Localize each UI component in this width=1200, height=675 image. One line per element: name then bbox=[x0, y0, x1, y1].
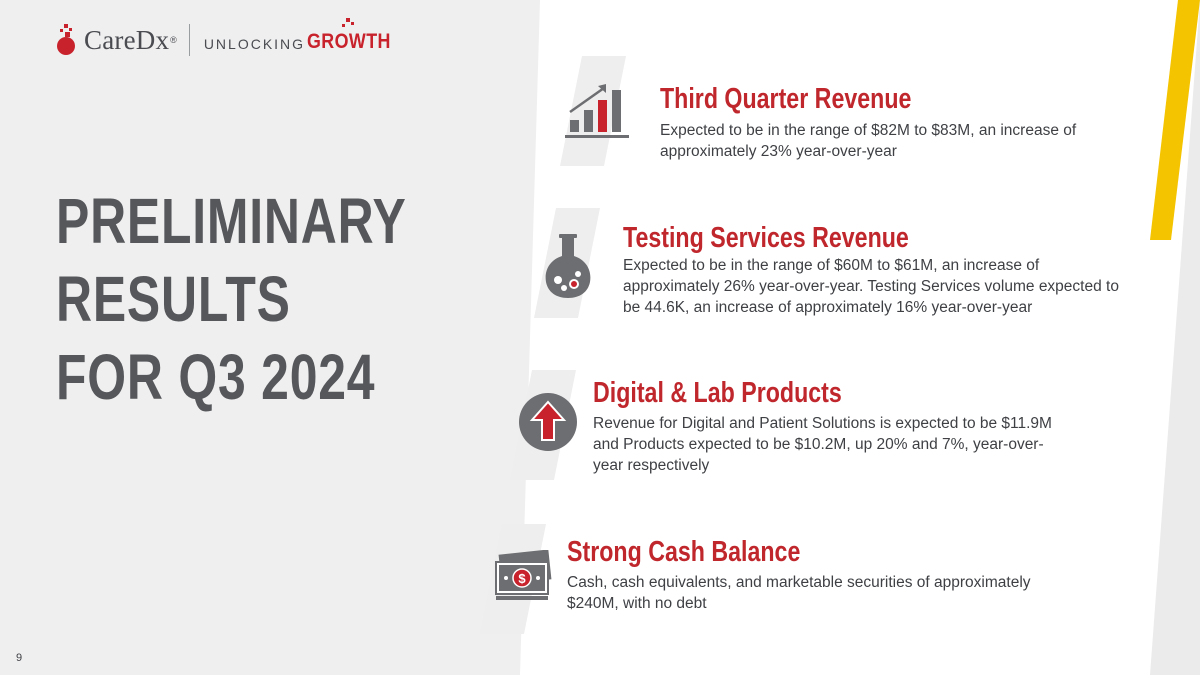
item-description: Expected to be in the range of $60M to $… bbox=[623, 257, 1119, 316]
page-title-line: RESULTS bbox=[56, 263, 291, 335]
logo-divider bbox=[188, 24, 190, 56]
page-number: 9 bbox=[16, 652, 23, 664]
caredx-logo-mark bbox=[57, 24, 75, 55]
item-title: Strong Cash Balance bbox=[567, 536, 801, 568]
item-description: Revenue for Digital and Patient Solution… bbox=[593, 415, 1052, 474]
item-title: Digital & Lab Products bbox=[593, 377, 842, 409]
company-logo: CareDx ® UNLOCKING GROWTH bbox=[56, 20, 406, 60]
up-arrow-circle-icon bbox=[519, 393, 577, 451]
bar-chart-growth-icon bbox=[565, 84, 629, 138]
lab-flask-icon bbox=[545, 234, 591, 298]
item-title: Testing Services Revenue bbox=[623, 222, 909, 254]
item-description: Expected to be in the range of $82M to $… bbox=[660, 122, 1077, 160]
page-title-line: FOR Q3 2024 bbox=[56, 341, 376, 413]
svg-text:$: $ bbox=[518, 571, 526, 586]
item-title: Third Quarter Revenue bbox=[660, 83, 912, 115]
logo-pixel-accent bbox=[342, 18, 354, 27]
brand-registered-mark: ® bbox=[170, 35, 177, 45]
tagline-unlocking: UNLOCKING bbox=[203, 36, 306, 52]
yellow-accent-stripe bbox=[1150, 0, 1200, 240]
page-title-line: PRELIMINARY bbox=[56, 185, 407, 257]
brand-name: CareDx bbox=[84, 24, 170, 55]
item-description: Cash, cash equivalents, and marketable s… bbox=[567, 574, 1031, 612]
cash-stack-icon: $ bbox=[495, 550, 552, 600]
page-title: PRELIMINARY RESULTS FOR Q3 2024 bbox=[56, 182, 407, 416]
tagline-growth: GROWTH bbox=[307, 30, 391, 53]
